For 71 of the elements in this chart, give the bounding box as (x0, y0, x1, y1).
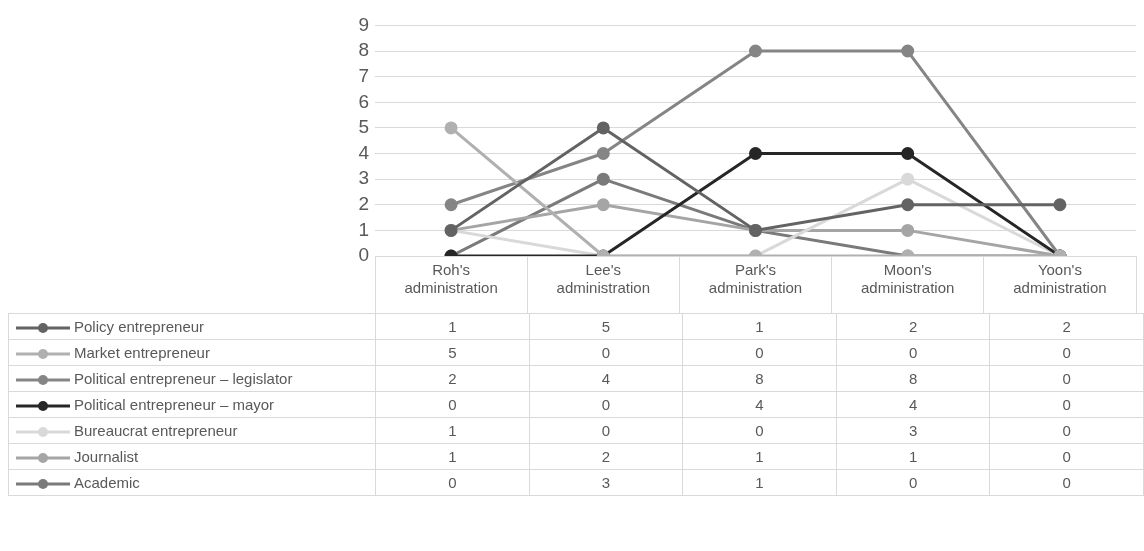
data-label: 1 (375, 443, 530, 470)
data-label: 4 (529, 365, 683, 392)
y-tick-label: 2 (358, 192, 369, 214)
data-label: 8 (682, 365, 837, 392)
y-tick-label: 1 (358, 218, 369, 240)
legend-label: Journalist (74, 448, 139, 465)
x-tick-label: Park's administration (708, 261, 803, 297)
legend-label: Academic (74, 474, 140, 491)
x-tick-label: Moon's administration (861, 261, 955, 297)
x-tick-label: Lee's administration (556, 261, 650, 297)
data-label: 2 (989, 313, 1144, 340)
data-label: 1 (375, 313, 530, 340)
data-label: 1 (682, 469, 837, 496)
point (596, 147, 610, 161)
legend-label: Political entrepreneur – mayor (74, 396, 275, 413)
x-tick-label: Yoon's administration (1013, 261, 1107, 297)
y-tick-label: 9 (358, 13, 369, 35)
legend-label: Policy entrepreneur (74, 318, 205, 335)
data-label: 3 (529, 469, 683, 496)
point (901, 44, 915, 58)
data-label: 0 (375, 469, 530, 496)
point (901, 198, 915, 212)
y-tick-label: 0 (358, 244, 369, 266)
data-label: 0 (989, 417, 1144, 444)
point (1053, 198, 1067, 212)
data-label: 2 (529, 443, 683, 470)
point (596, 198, 610, 212)
legend-label: Political entrepreneur – legislator (74, 370, 293, 387)
data-label: 1 (682, 313, 837, 340)
data-label: 8 (836, 365, 990, 392)
point (444, 121, 458, 135)
data-label: 5 (529, 313, 683, 340)
y-tick-label: 7 (358, 64, 369, 86)
data-label: 0 (836, 339, 990, 366)
y-tick-label: 6 (358, 90, 369, 112)
point (901, 147, 915, 161)
y-tick-label: 8 (358, 39, 369, 61)
data-label: 0 (989, 469, 1144, 496)
data-label: 0 (682, 339, 837, 366)
data-label: 5 (375, 339, 530, 366)
point (596, 121, 610, 135)
data-label: 0 (529, 339, 683, 366)
data-label: 2 (836, 313, 990, 340)
y-tick-label: 4 (358, 141, 370, 163)
point (444, 198, 458, 212)
data-label: 0 (529, 391, 683, 418)
data-label: 4 (836, 391, 990, 418)
data-label: 4 (682, 391, 837, 418)
point (749, 44, 762, 58)
data-label: 0 (682, 417, 837, 444)
data-label: 1 (375, 417, 530, 444)
y-tick-label: 3 (358, 167, 369, 189)
point (901, 223, 915, 237)
legend-label: Bureaucrat entrepreneur (74, 422, 238, 439)
data-label: 0 (836, 469, 990, 496)
data-label: 1 (836, 443, 990, 470)
data-label: 0 (529, 417, 683, 444)
point (901, 172, 915, 186)
data-label: 0 (989, 443, 1144, 470)
data-label: 0 (375, 391, 530, 418)
data-label: 0 (989, 365, 1144, 392)
point (749, 147, 762, 161)
data-label: 0 (989, 391, 1144, 418)
data-label: 1 (682, 443, 837, 470)
x-tick-label: Roh's administration (404, 261, 498, 297)
data-label: 3 (836, 417, 990, 444)
y-tick-label: 5 (358, 116, 369, 138)
legend-label: Market entrepreneur (74, 344, 210, 361)
point (596, 172, 610, 186)
data-label: 2 (375, 365, 530, 392)
data-label: 0 (989, 339, 1144, 366)
